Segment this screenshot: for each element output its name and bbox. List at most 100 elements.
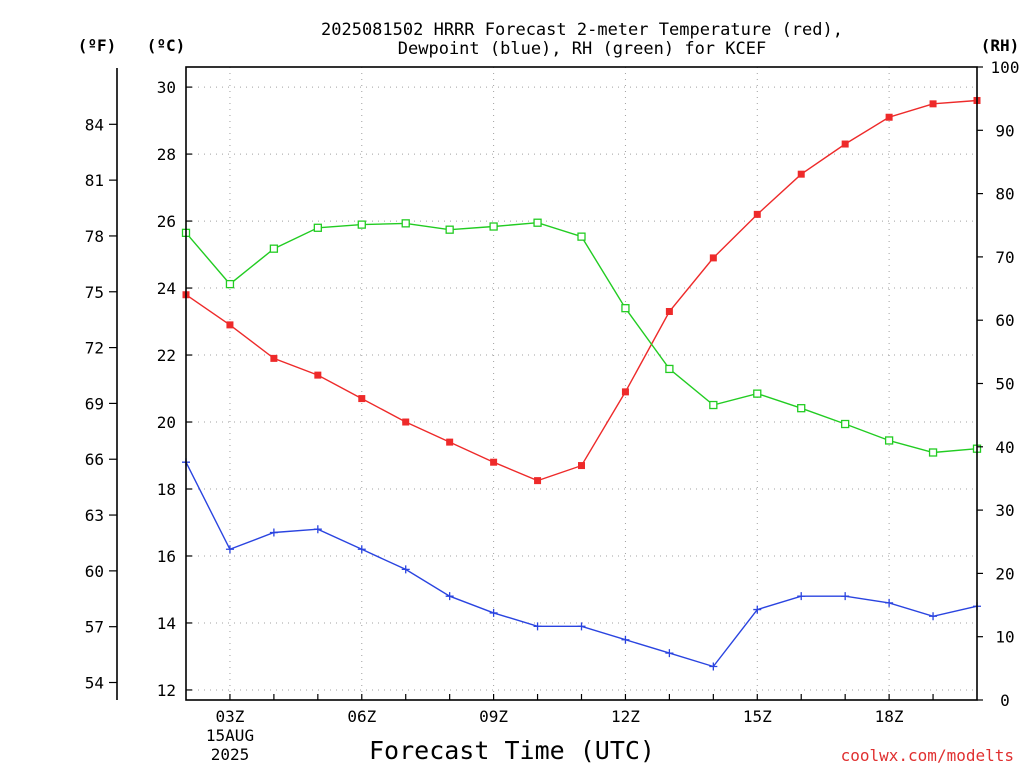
rh-point [445,225,454,234]
temperature-point [578,462,585,470]
fahrenheit-tick-label: 75 [85,283,104,302]
celsius-unit-label: (ºC) [147,36,186,55]
dewpoint-point [709,662,718,671]
temperature-line [185,99,978,482]
temperature-point [665,307,673,315]
rh-point [401,219,410,228]
dewpoint-point [225,545,234,554]
rh-point [753,389,762,398]
fahrenheit-tick-label: 57 [85,618,104,637]
rh-tick-label: 30 [995,501,1014,520]
date-label-line2: 2025 [211,745,250,764]
dewpoint-point [797,592,806,601]
x-axis-label: Forecast Time (UTC) [369,736,655,765]
dewpoint-point [269,528,278,537]
dewpoint-point [577,622,586,631]
rh-tick-label: 10 [995,628,1014,647]
dewpoint-point [621,635,630,644]
fahrenheit-tick-label: 84 [85,115,104,134]
celsius-tick-label: 12 [157,681,176,700]
chart-title-line2: Dewpoint (blue), RH (green) for KCEF [398,39,766,59]
celsius-tick-label: 14 [157,614,176,633]
temperature-point [270,354,278,362]
dewpoint-point [929,612,938,621]
rh-tick-label: 50 [995,375,1014,394]
rh-tick-label: 100 [991,58,1020,77]
x-tick-label: 18Z [875,707,904,726]
rh-point [797,404,806,413]
temperature-point [490,458,498,466]
dewpoint-point [885,598,894,607]
rh-point [357,220,366,229]
rh-point [884,436,894,445]
rh-point [225,279,235,289]
celsius-tick-label: 16 [157,547,176,566]
temperature-point [446,438,454,446]
temperature-point [621,388,629,396]
x-tick-label: 15Z [743,707,772,726]
rh-point [269,244,279,253]
axis-ticks: 03Z 06Z 09Z 12Z 15Z 18Z 12 14 16 18 20 22 24 26 28 30 54… [85,58,1020,726]
dewpoint-point [401,565,410,574]
rh-point [928,448,938,457]
x-tick-label: 12Z [611,707,640,726]
temperature-point [841,140,849,148]
credit-text: coolwx.com/modelts [841,746,1014,765]
x-tick-label: 06Z [347,707,376,726]
rh-point [533,218,542,227]
fahrenheit-tick-label: 66 [85,450,104,469]
dewpoint-point [665,649,674,658]
rh-unit-label: (RH) [981,36,1020,55]
rh-tick-label: 60 [995,311,1014,330]
fahrenheit-tick-label: 72 [85,339,104,358]
fahrenheit-unit-label: (ºF) [78,36,117,55]
rh-tick-label: 70 [995,248,1014,267]
dewpoint-point [445,592,454,601]
chart-title-line1: 2025081502 HRRR Forecast 2-meter Tempera… [321,20,843,40]
temperature-point [929,100,937,108]
rh-point [709,400,718,410]
temperature-point [402,418,410,426]
dewpoint-point [533,622,542,631]
temperature-point [753,210,761,218]
data-series [181,96,982,671]
celsius-tick-label: 24 [157,279,176,298]
x-tick-label: 03Z [215,707,244,726]
rh-line [185,221,978,454]
celsius-tick-label: 22 [157,346,176,365]
date-label-line1: 15AUG [206,726,254,745]
dewpoint-point [357,545,366,554]
rh-point [665,364,674,374]
temperature-point [885,113,893,121]
rh-tick-label: 20 [995,564,1014,583]
fahrenheit-tick-label: 63 [85,506,104,525]
dewpoint-point [841,592,850,601]
temperature-point [797,170,805,178]
fahrenheit-tick-label: 69 [85,394,104,413]
temperature-point [358,395,366,403]
celsius-tick-label: 30 [157,78,176,97]
celsius-tick-label: 28 [157,145,176,164]
celsius-tick-label: 18 [157,480,176,499]
fahrenheit-tick-label: 81 [85,171,104,190]
celsius-tick-label: 20 [157,413,176,432]
rh-point [313,223,322,232]
rh-tick-label: 0 [1000,691,1010,710]
x-tick-label: 09Z [479,707,508,726]
temperature-point [226,321,234,329]
temperature-point [314,371,322,379]
dewpoint-line [185,461,978,668]
dewpoint-point [753,605,762,614]
dewpoint-point [313,525,322,534]
rh-point [489,222,498,231]
rh-point [621,304,630,313]
rh-point [841,419,850,429]
dewpoint-point [489,608,498,617]
rh-point [577,232,586,241]
fahrenheit-tick-label: 54 [85,674,104,693]
plot-frame [185,66,978,701]
celsius-tick-label: 26 [157,212,176,231]
rh-tick-label: 90 [995,121,1014,140]
rh-tick-label: 40 [995,438,1014,457]
